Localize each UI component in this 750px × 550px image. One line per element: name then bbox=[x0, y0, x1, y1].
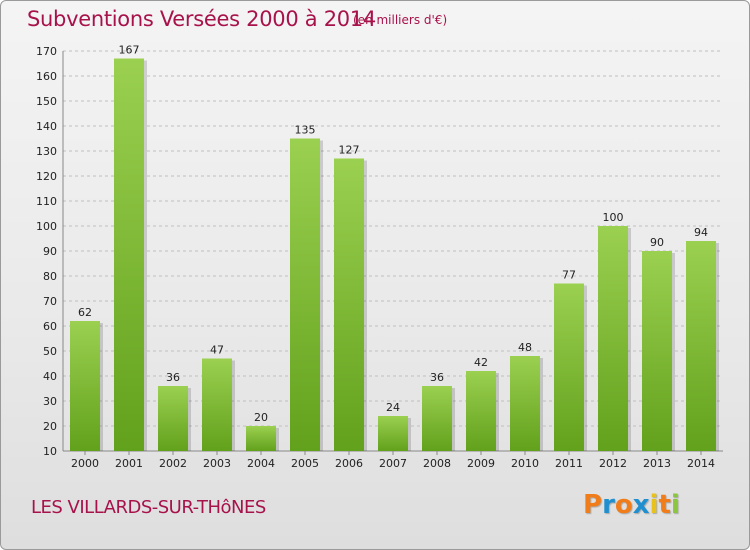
bar bbox=[378, 416, 408, 451]
data-label: 36 bbox=[166, 371, 180, 384]
data-label: 48 bbox=[518, 341, 532, 354]
y-tick-label: 110 bbox=[36, 195, 57, 208]
commune-name: LES VILLARDS-SUR-THôNES bbox=[31, 497, 266, 518]
bar bbox=[158, 386, 188, 451]
bar bbox=[598, 226, 628, 451]
data-label: 90 bbox=[650, 236, 664, 249]
data-label: 24 bbox=[386, 401, 400, 414]
y-tick-label: 150 bbox=[36, 95, 57, 108]
logo-letter: t bbox=[658, 490, 671, 520]
data-label: 135 bbox=[295, 124, 316, 137]
y-tick-label: 70 bbox=[43, 295, 57, 308]
x-tick-label: 2009 bbox=[467, 457, 495, 470]
chart-subtitle: (en milliers d'€) bbox=[353, 13, 448, 27]
x-tick-label: 2005 bbox=[291, 457, 319, 470]
proxiti-logo[interactable]: Proxiti bbox=[583, 490, 680, 520]
y-tick-label: 160 bbox=[36, 70, 57, 83]
y-tick-label: 50 bbox=[43, 345, 57, 358]
x-tick-label: 2006 bbox=[335, 457, 363, 470]
y-tick-label: 30 bbox=[43, 395, 57, 408]
x-tick-label: 2004 bbox=[247, 457, 275, 470]
y-tick-label: 10 bbox=[43, 445, 57, 458]
x-tick-label: 2000 bbox=[71, 457, 99, 470]
data-label: 94 bbox=[694, 226, 708, 239]
x-tick-label: 2001 bbox=[115, 457, 143, 470]
logo-letter: i bbox=[649, 490, 659, 520]
data-label: 127 bbox=[339, 144, 360, 157]
data-label: 100 bbox=[603, 211, 624, 224]
bar bbox=[554, 283, 584, 451]
bar bbox=[510, 356, 540, 451]
data-label: 77 bbox=[562, 269, 576, 282]
y-tick-label: 130 bbox=[36, 145, 57, 158]
bar bbox=[70, 321, 100, 451]
x-tick-label: 2007 bbox=[379, 457, 407, 470]
bar bbox=[422, 386, 452, 451]
bar bbox=[246, 426, 276, 451]
x-tick-label: 2003 bbox=[203, 457, 231, 470]
logo-letter: r bbox=[602, 490, 615, 520]
bar bbox=[334, 158, 364, 451]
x-tick-label: 2011 bbox=[555, 457, 583, 470]
bar bbox=[466, 371, 496, 451]
data-label: 62 bbox=[78, 306, 92, 319]
x-tick-label: 2012 bbox=[599, 457, 627, 470]
data-label: 20 bbox=[254, 411, 268, 424]
x-tick-label: 2008 bbox=[423, 457, 451, 470]
y-tick-label: 140 bbox=[36, 120, 57, 133]
x-tick-label: 2013 bbox=[643, 457, 671, 470]
y-tick-label: 60 bbox=[43, 320, 57, 333]
chart-title: Subventions Versées 2000 à 2014 bbox=[27, 7, 376, 31]
logo-letter: x bbox=[632, 490, 650, 520]
bar bbox=[290, 138, 320, 451]
y-tick-label: 120 bbox=[36, 170, 57, 183]
bar bbox=[114, 58, 144, 451]
data-label: 36 bbox=[430, 371, 444, 384]
bar bbox=[202, 358, 232, 451]
logo-letter: i bbox=[670, 490, 680, 520]
y-tick-label: 100 bbox=[36, 220, 57, 233]
logo-letter: o bbox=[614, 490, 633, 520]
x-tick-label: 2002 bbox=[159, 457, 187, 470]
x-tick-label: 2010 bbox=[511, 457, 539, 470]
y-tick-label: 80 bbox=[43, 270, 57, 283]
y-tick-label: 90 bbox=[43, 245, 57, 258]
logo-letter: P bbox=[583, 490, 603, 520]
data-label: 42 bbox=[474, 356, 488, 369]
y-tick-label: 170 bbox=[36, 45, 57, 58]
bar bbox=[686, 241, 716, 451]
x-tick-label: 2014 bbox=[687, 457, 715, 470]
data-label: 167 bbox=[119, 44, 140, 57]
bar bbox=[642, 251, 672, 451]
y-tick-label: 20 bbox=[43, 420, 57, 433]
y-tick-label: 40 bbox=[43, 370, 57, 383]
data-label: 47 bbox=[210, 344, 224, 357]
